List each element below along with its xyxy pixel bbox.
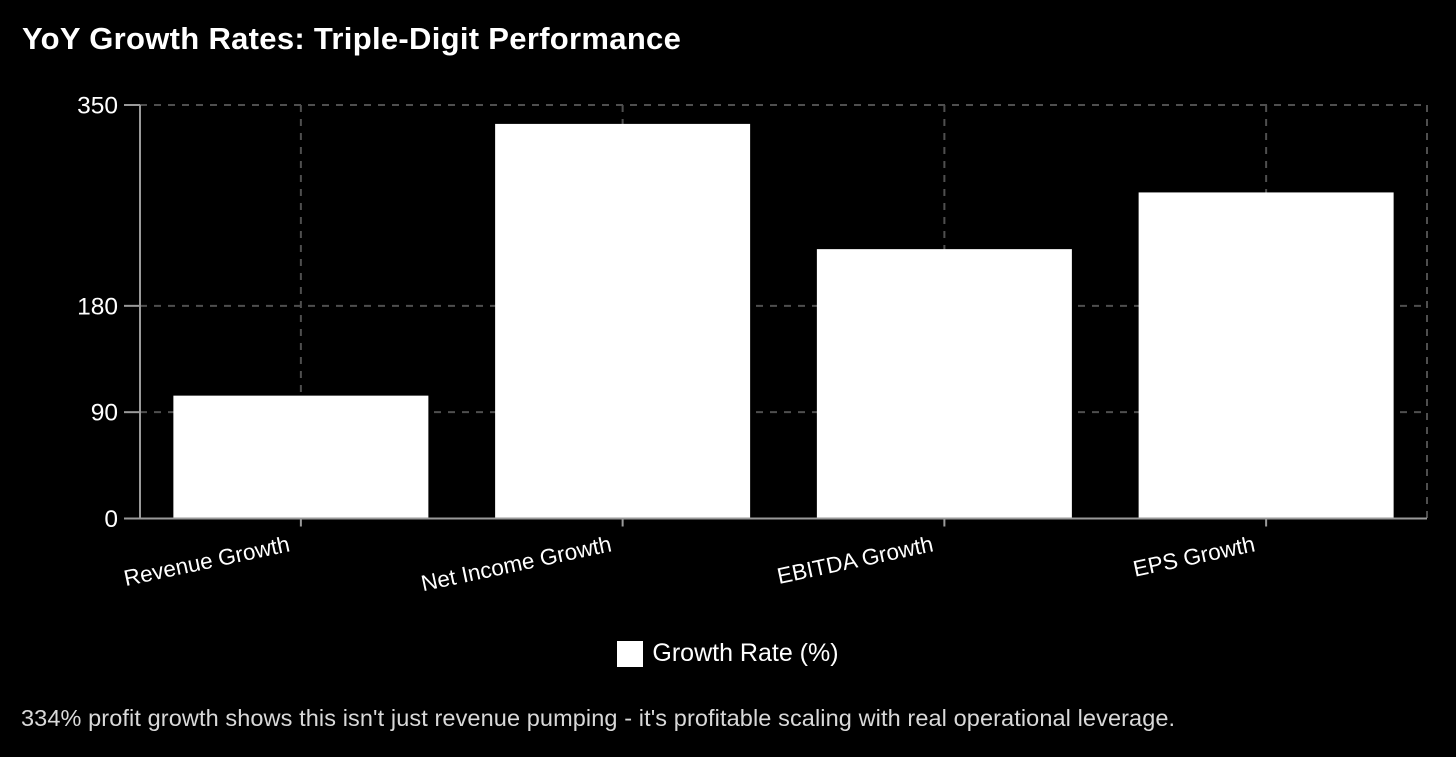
- x-tick-label: Net Income Growth: [419, 531, 614, 596]
- bar: [173, 395, 429, 519]
- y-tick-label: 180: [77, 293, 118, 320]
- y-tick-label: 90: [91, 400, 118, 427]
- bar: [1138, 192, 1394, 519]
- legend-label: Growth Rate (%): [652, 639, 839, 667]
- x-tick-label: EBITDA Growth: [775, 531, 936, 588]
- legend-swatch: [617, 640, 644, 667]
- y-tick-label: 350: [77, 93, 118, 120]
- bar: [495, 123, 751, 519]
- bar: [816, 249, 1072, 519]
- x-tick-label: Revenue Growth: [122, 531, 292, 591]
- x-tick-label: EPS Growth: [1131, 531, 1257, 581]
- y-tick-label: 0: [104, 506, 118, 533]
- caption: 334% profit growth shows this isn't just…: [21, 705, 1176, 731]
- chart-title: YoY Growth Rates: Triple-Digit Performan…: [22, 21, 682, 56]
- bar-chart: 0 90 180 350 Revenue Growth Net Income Growth…: [77, 93, 1428, 596]
- legend: Growth Rate (%): [0, 639, 1456, 668]
